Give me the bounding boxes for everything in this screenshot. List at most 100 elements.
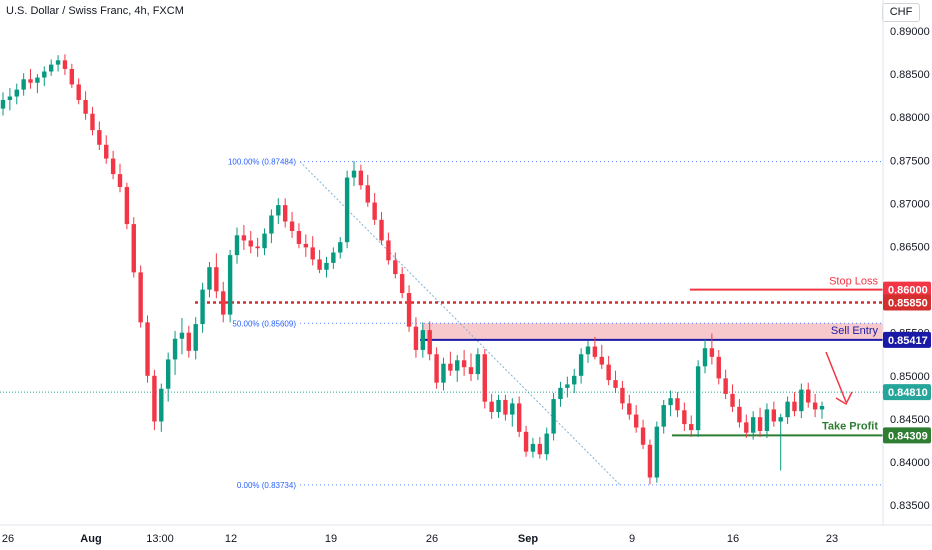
candle-body	[592, 346, 598, 357]
candle-body	[606, 364, 611, 381]
candle-body	[455, 360, 460, 371]
candle-body	[819, 405, 825, 410]
candle-body	[510, 403, 515, 415]
sell-entry-tag-label: 0.85417	[888, 335, 928, 347]
price-tick-label: 0.86500	[890, 242, 930, 254]
candle-body	[448, 363, 453, 371]
candle-body	[585, 346, 591, 355]
candle-body	[792, 401, 797, 412]
price-tick-label: 0.87000	[890, 198, 930, 210]
candle-body	[737, 406, 742, 423]
down-arrow-head-icon	[835, 391, 853, 406]
candle-body	[702, 348, 708, 367]
candle-body	[145, 322, 150, 376]
candle-body	[516, 403, 522, 432]
candle-body	[806, 389, 811, 403]
sell-entry-label: Sell Entry	[831, 325, 879, 337]
candle-body	[55, 60, 61, 65]
time-tick-label: 26	[426, 533, 438, 545]
price-tick-label: 0.84000	[890, 457, 930, 469]
candle-body	[324, 262, 329, 270]
candle-body	[207, 267, 212, 290]
candle-body	[289, 221, 295, 231]
candle-body	[627, 403, 632, 415]
candle-body	[358, 170, 364, 186]
candle-body	[799, 389, 804, 412]
candle-body	[537, 443, 543, 455]
candle-body	[572, 375, 577, 385]
candle-body	[661, 405, 666, 427]
candle-body	[214, 267, 219, 292]
candle-body	[131, 224, 136, 273]
current-price-tag-label: 0.84810	[888, 387, 928, 399]
candle-body	[248, 240, 253, 247]
candle-body	[427, 330, 432, 355]
candle-body	[186, 332, 192, 351]
resistance-tag-box	[883, 294, 931, 311]
time-tick-label: 9	[629, 533, 635, 545]
time-tick-label: 26	[2, 533, 14, 545]
candle-body	[613, 380, 618, 388]
candle-body	[42, 71, 47, 78]
annotations	[825, 351, 853, 406]
candle-body	[778, 417, 783, 422]
candle-body	[750, 417, 756, 433]
candle-body	[48, 64, 54, 72]
candle-body	[599, 356, 604, 365]
candle-body	[379, 219, 384, 241]
fib-level-label: 100.00% (0.87484)	[228, 158, 296, 167]
candle-body	[104, 144, 109, 159]
candle-body	[565, 384, 570, 388]
candle-body	[633, 414, 639, 428]
chart-title: U.S. Dollar / Swiss Franc, 4h, FXCM	[6, 5, 184, 17]
candle-body	[785, 401, 790, 418]
candle-body	[90, 113, 95, 131]
candle-body	[523, 431, 529, 452]
candle-body	[764, 409, 770, 431]
candle-body	[558, 387, 563, 400]
candle-body	[709, 348, 715, 357]
candle-body	[172, 338, 178, 360]
time-tick-label: 23	[826, 533, 838, 545]
stop-loss-tag-label: 0.86000	[888, 285, 928, 297]
price-tick-label: 0.88000	[890, 112, 930, 124]
candle-body	[262, 233, 267, 249]
candle-body	[138, 272, 143, 323]
candle-body	[303, 243, 309, 248]
candle-body	[310, 247, 315, 260]
candle-body	[654, 426, 660, 478]
candle-body	[21, 79, 26, 90]
candle-body	[35, 77, 40, 83]
time-tick-label: 12	[225, 533, 237, 545]
candle-body	[255, 246, 260, 249]
candle-body	[647, 444, 653, 478]
candle-body	[69, 68, 75, 85]
candles	[0, 54, 825, 485]
candle-body	[723, 378, 728, 394]
candle-body	[730, 393, 735, 407]
candle-body	[578, 354, 584, 376]
time-tick-label: 19	[325, 533, 337, 545]
fib-level-label: 50.00% (0.85609)	[232, 319, 296, 328]
resistance-zone	[422, 323, 883, 340]
candle-body	[159, 388, 164, 422]
candle-body	[76, 84, 81, 100]
candle-body	[406, 293, 412, 327]
candle-body	[179, 332, 185, 339]
candle-body	[62, 60, 68, 69]
time-tick-label: 16	[727, 533, 739, 545]
candle-body	[475, 354, 481, 375]
take-profit-tag-box	[883, 427, 931, 444]
time-tick-label: Aug	[80, 533, 101, 545]
price-tick-label: 0.84500	[890, 414, 930, 426]
candle-body	[365, 185, 370, 203]
candle-body	[620, 387, 625, 404]
candle-body	[468, 367, 474, 375]
price-tick-label: 0.88500	[890, 69, 930, 81]
candle-body	[296, 230, 302, 244]
candle-body	[482, 354, 487, 402]
candle-body	[14, 89, 19, 97]
price-tick-label: 0.85000	[890, 371, 930, 383]
candle-body	[276, 205, 281, 216]
